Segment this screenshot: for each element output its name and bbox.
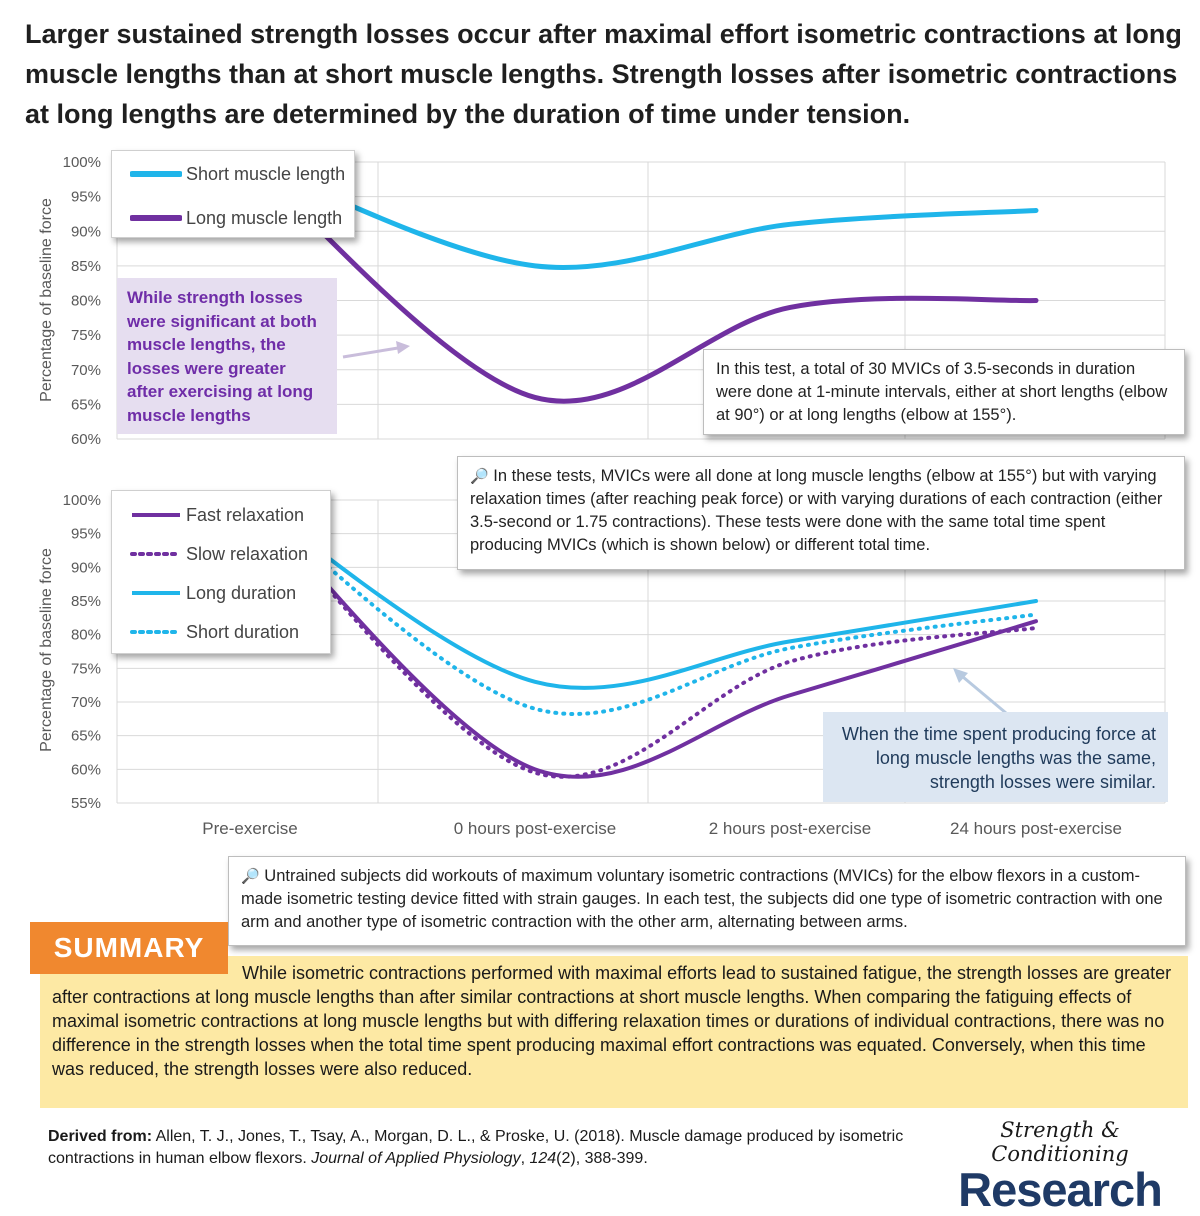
legend-item: Fast relaxation: [130, 502, 304, 528]
citation-authors: Allen, T. J., Jones, T., Tsay, A., Morga…: [48, 1128, 904, 1167]
x-tick-label: Pre-exercise: [202, 819, 297, 838]
legend-item: Short duration: [130, 619, 299, 645]
legend-label: Long duration: [186, 582, 297, 603]
callout-top: In this test, a total of 30 MVICs of 3.5…: [703, 349, 1185, 435]
y-tick-label: 85%: [71, 593, 101, 610]
legend-item: Long duration: [130, 580, 296, 606]
legend-swatch-long: [130, 215, 182, 221]
y-tick-label: 95%: [71, 189, 101, 206]
y-tick-label: 100%: [63, 154, 101, 171]
legend-label: Fast relaxation: [186, 504, 305, 525]
series-line-slow-relaxation: [248, 498, 1038, 779]
citation-volume: 124: [529, 1150, 557, 1167]
y-tick-label: 90%: [71, 559, 101, 576]
legend-label: Slow relaxation: [186, 543, 309, 564]
y-tick-label: 80%: [71, 293, 101, 310]
callout-method: 🔎 Untrained subjects did workouts of max…: [228, 856, 1186, 946]
arrow-bottom: [953, 668, 1007, 715]
legend-swatch-slow: [130, 552, 182, 556]
citation-issue-pages: (2), 388-399.: [556, 1150, 648, 1167]
callout-top-text: In this test, a total of 30 MVICs of 3.5…: [716, 360, 1168, 424]
callout-middle-text: In these tests, MVICs were all done at l…: [470, 467, 1163, 554]
magnifier-icon: 🔎: [241, 868, 260, 885]
y-tick-label: 80%: [71, 627, 101, 644]
y-tick-label: 70%: [71, 694, 101, 711]
series-line-fast-relaxation: [248, 498, 1038, 779]
series-line-long-muscle-length: [247, 159, 1039, 404]
y-tick-label: 60%: [71, 761, 101, 778]
legend-label: Long muscle length: [186, 207, 343, 228]
y-tick-label: 55%: [71, 795, 101, 812]
y-axis-title: Percentage of baseline force: [38, 198, 55, 402]
legend-label: Short duration: [186, 621, 300, 642]
legend-swatch-short: [130, 171, 182, 177]
citation: Derived from: Allen, T. J., Jones, T., T…: [48, 1128, 904, 1167]
legend-top: Short muscle length Long muscle length: [111, 150, 355, 238]
y-tick-label: 70%: [71, 362, 101, 379]
note-purple: While strength losses were significant a…: [117, 278, 337, 434]
y-tick-label: 65%: [71, 396, 101, 413]
series-line-short-muscle-length: [247, 159, 1039, 270]
callout-middle: 🔎 In these tests, MVICs were all done at…: [457, 456, 1185, 570]
summary-box: While isometric contractions performed w…: [40, 956, 1188, 1108]
legend-item: Short muscle length: [130, 161, 345, 187]
x-tick-label: 0 hours post-exercise: [454, 819, 617, 838]
magnifier-icon: 🔎: [470, 468, 489, 485]
y-tick-label: 100%: [63, 492, 101, 509]
y-tick-label: 60%: [71, 431, 101, 448]
y-tick-label: 75%: [71, 327, 101, 344]
citation-journal: Journal of Applied Physiology: [311, 1150, 521, 1167]
series-line-short-duration: [248, 498, 1038, 716]
citation-label: Derived from:: [48, 1128, 153, 1145]
headline: Larger sustained strength losses occur a…: [25, 19, 1182, 129]
legend-label: Short muscle length: [186, 163, 346, 184]
x-tick-label: 24 hours post-exercise: [950, 819, 1122, 838]
x-tick-label: 2 hours post-exercise: [709, 819, 872, 838]
legend-item: Slow relaxation: [130, 541, 308, 567]
callout-method-text: Untrained subjects did workouts of maxim…: [241, 867, 1163, 931]
y-tick-label: 85%: [71, 258, 101, 275]
y-axis-title: Percentage of baseline force: [38, 548, 55, 752]
y-tick-label: 65%: [71, 728, 101, 745]
summary-label: SUMMARY: [30, 922, 228, 974]
y-tick-label: 95%: [71, 526, 101, 543]
legend-swatch-long-duration: [132, 591, 180, 595]
summary-text: While isometric contractions performed w…: [52, 963, 1172, 1079]
series-line-long-duration: [248, 498, 1038, 690]
legend-swatch-short-duration: [130, 630, 182, 634]
legend-swatch-fast: [132, 513, 180, 517]
arrow-top: [342, 341, 410, 359]
y-tick-label: 90%: [71, 223, 101, 240]
y-tick-label: 75%: [71, 660, 101, 677]
brand-top: Strength & Conditioning: [991, 1118, 1129, 1166]
brand-bottom: Research: [958, 1163, 1163, 1216]
note-blue: When the time spent producing force at l…: [823, 712, 1168, 802]
legend-bottom: Fast relaxation Slow relaxation Long dur…: [111, 490, 331, 654]
chart-bottom: 55% 60% 65% 70% 75% 80% 85% 90% 95% 100% Percentag…: [38, 492, 1166, 838]
legend-item: Long muscle length: [130, 205, 342, 231]
